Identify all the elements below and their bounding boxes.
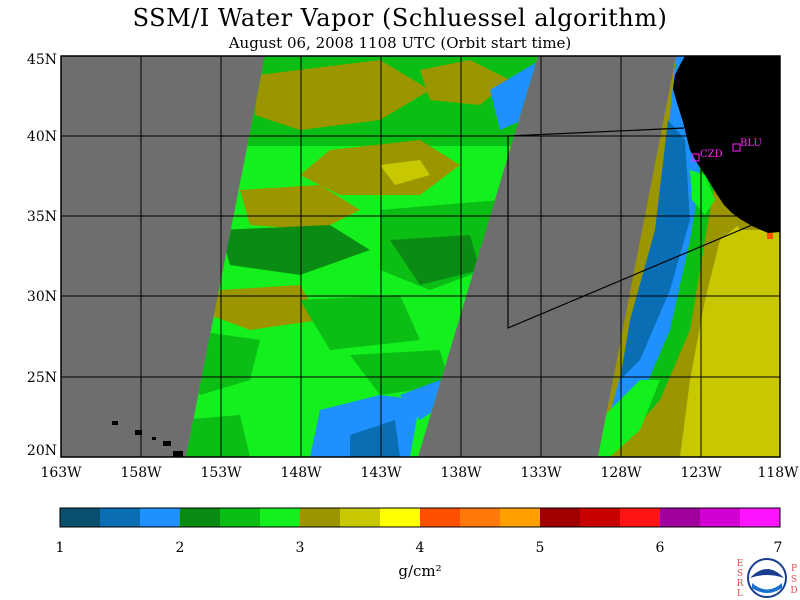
region-boundary-line bbox=[507, 127, 753, 329]
colorbar-tick-1: 1 bbox=[56, 540, 65, 556]
coast-pixel bbox=[767, 233, 773, 239]
lon-label-128w: 128W bbox=[600, 465, 642, 481]
colorbar-tick-7: 7 bbox=[774, 540, 783, 556]
lon-label-138w: 138W bbox=[440, 465, 482, 481]
station-label-blu: BLU bbox=[740, 138, 762, 149]
page-title: SSM/I Water Vapor (Schluessel algorithm) bbox=[132, 4, 668, 32]
lon-label-118w: 118W bbox=[757, 465, 799, 481]
colorbar-segment bbox=[700, 508, 741, 527]
colorbar bbox=[60, 508, 781, 527]
colorbar-segment bbox=[300, 508, 341, 527]
lat-label-30n: 30N bbox=[27, 289, 57, 305]
colorbar-tick-6: 6 bbox=[656, 540, 665, 556]
colorbar-segment bbox=[340, 508, 381, 527]
noaa-esrl-psd-logo: E S R L P S D bbox=[737, 558, 798, 599]
colorbar-segment bbox=[140, 508, 181, 527]
north-america-land bbox=[673, 56, 780, 233]
station-markers: CZD BLU bbox=[691, 138, 762, 162]
lat-label-45n: 45N bbox=[27, 52, 57, 68]
station-label-czd: CZD bbox=[700, 149, 723, 160]
colorbar-segment bbox=[660, 508, 701, 527]
noaa-seal-wave-icon bbox=[752, 583, 782, 593]
logo-letter-s2: S bbox=[791, 575, 797, 585]
colorbar-segment bbox=[380, 508, 421, 527]
colorbar-segment bbox=[500, 508, 541, 527]
colorbar-unit-label: g/cm² bbox=[398, 562, 441, 580]
lat-lon-grid bbox=[61, 56, 780, 457]
colorbar-tick-4: 4 bbox=[416, 540, 425, 556]
colorbar-segment bbox=[180, 508, 221, 527]
lon-label-153w: 153W bbox=[200, 465, 242, 481]
station-marker-czd bbox=[691, 153, 700, 162]
colorbar-segment bbox=[460, 508, 501, 527]
logo-letter-d: D bbox=[790, 586, 797, 596]
logo-letter-p: P bbox=[791, 564, 797, 574]
lon-label-133w: 133W bbox=[520, 465, 562, 481]
lat-label-40n: 40N bbox=[27, 129, 57, 145]
logo-letter-r: R bbox=[737, 579, 744, 589]
colorbar-segment bbox=[540, 508, 581, 527]
lat-label-25n: 25N bbox=[27, 370, 57, 386]
lon-label-148w: 148W bbox=[280, 465, 322, 481]
lat-label-35n: 35N bbox=[27, 209, 57, 225]
lon-label-158w: 158W bbox=[120, 465, 162, 481]
colorbar-tick-3: 3 bbox=[296, 540, 305, 556]
lon-label-163w: 163W bbox=[40, 465, 82, 481]
lat-label-20n: 20N bbox=[27, 443, 57, 459]
colorbar-segment bbox=[60, 508, 101, 527]
page-subtitle: August 06, 2008 1108 UTC (Orbit start ti… bbox=[228, 34, 572, 52]
colorbar-segment bbox=[220, 508, 261, 527]
colorbar-segment bbox=[740, 508, 781, 527]
colorbar-segment bbox=[420, 508, 461, 527]
colorbar-tick-5: 5 bbox=[536, 540, 545, 556]
noaa-seal-bird-icon bbox=[750, 569, 784, 578]
lon-label-143w: 143W bbox=[360, 465, 402, 481]
station-marker-blu bbox=[732, 143, 741, 152]
lon-label-123w: 123W bbox=[680, 465, 722, 481]
map-frame bbox=[60, 55, 781, 458]
logo-letter-s: S bbox=[737, 569, 743, 579]
colorbar-segment bbox=[260, 508, 301, 527]
logo-letter-e: E bbox=[737, 559, 744, 569]
colorbar-tick-2: 2 bbox=[176, 540, 185, 556]
hawaiian-islands bbox=[112, 421, 183, 457]
colorbar-frame bbox=[59, 507, 781, 528]
logo-letter-l: L bbox=[737, 589, 743, 599]
colorbar-segment bbox=[580, 508, 621, 527]
colorbar-segment bbox=[620, 508, 661, 527]
colorbar-segment bbox=[100, 508, 141, 527]
